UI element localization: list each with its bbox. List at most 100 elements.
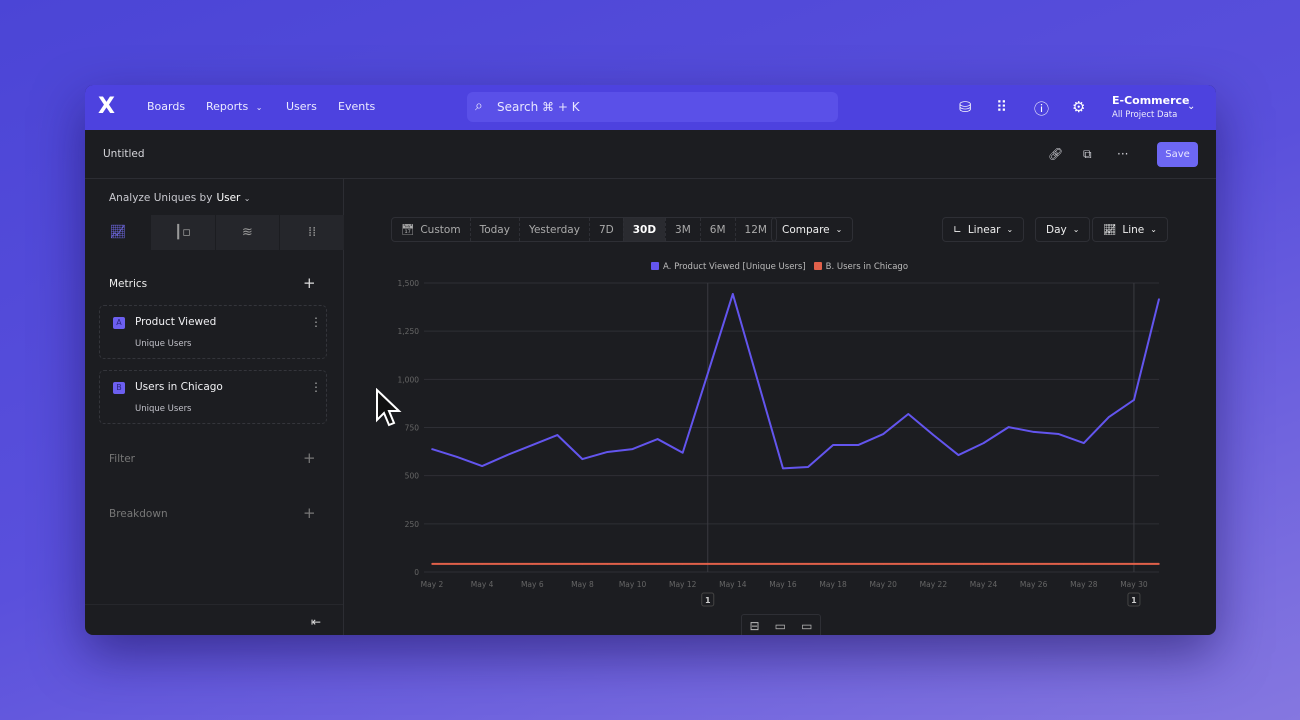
legend-label: A. Product Viewed [Unique Users] (663, 262, 806, 272)
layout-bottom-icon[interactable]: ▭ (801, 619, 813, 633)
data-point (606, 563, 609, 565)
mouse-cursor-icon (376, 388, 402, 427)
apps-grid-icon[interactable]: ⠿ (996, 98, 1007, 116)
scale-dropdown[interactable]: ∟ Linear ⌄ (942, 217, 1025, 242)
tab-retention-icon[interactable]: ⁞⁞ (279, 215, 344, 250)
range-7d[interactable]: 7D (588, 218, 623, 241)
data-point (857, 563, 859, 565)
data-point (1108, 416, 1110, 418)
nav-reports[interactable]: Reports ⌄ (206, 100, 262, 113)
data-point (1007, 426, 1010, 428)
data-point (957, 454, 960, 456)
add-metric-button[interactable]: + (303, 274, 316, 292)
x-tick-label: May 16 (769, 580, 797, 589)
series-line-a (431, 292, 1160, 470)
x-tick-label: May 22 (920, 580, 948, 589)
data-point (1158, 563, 1160, 565)
tab-funnels-icon[interactable]: ┃▫ (149, 215, 215, 250)
x-tick-label: May 26 (1020, 580, 1048, 589)
add-filter-button[interactable]: + (303, 449, 316, 467)
data-point (907, 413, 910, 415)
range-30d[interactable]: 30D (622, 218, 666, 241)
analyze-value: User (216, 192, 241, 204)
data-point (631, 448, 634, 450)
collapse-panel-icon[interactable]: ⇤ (311, 615, 322, 629)
layout-top-icon[interactable]: ▭ (774, 619, 787, 633)
chevron-down-icon[interactable]: ⌄ (1187, 101, 1196, 112)
x-tick-label: May 6 (521, 580, 544, 589)
annotation-label: 1 (1131, 596, 1137, 605)
data-point (907, 563, 910, 565)
chevron-down-icon: ⌄ (243, 194, 251, 203)
analyze-uniques[interactable]: Analyze Uniques by User ⌄ (109, 192, 250, 204)
range-today[interactable]: Today (469, 218, 519, 241)
range-12m[interactable]: 12M (734, 218, 776, 241)
logo[interactable]: X (98, 94, 115, 119)
data-point (581, 563, 584, 565)
range-yesterday[interactable]: Yesterday (518, 218, 589, 241)
report-title[interactable]: Untitled (103, 148, 145, 160)
chart-legend: A. Product Viewed [Unique Users] B. User… (651, 262, 908, 272)
data-point (732, 563, 734, 565)
data-point (556, 563, 559, 565)
data-point (1032, 563, 1035, 565)
chevron-down-icon: ⌄ (1150, 225, 1157, 234)
add-breakdown-button[interactable]: + (303, 504, 316, 522)
range-6m[interactable]: 6M (699, 218, 735, 241)
chart-type-label: Line (1122, 223, 1145, 236)
duplicate-icon[interactable]: ⧉ (1083, 147, 1092, 161)
database-settings-icon[interactable]: ⛁ (959, 98, 972, 116)
data-point (857, 444, 859, 446)
data-point (606, 451, 609, 453)
data-point (957, 563, 960, 565)
metrics-label: Metrics (109, 278, 148, 290)
compare-button[interactable]: Compare ⌄ (771, 217, 854, 242)
tab-insights-icon[interactable]: 📈︎ (85, 215, 150, 250)
interval-dropdown[interactable]: Day ⌄ (1035, 217, 1091, 242)
data-point (982, 563, 985, 565)
range-3m[interactable]: 3M (665, 218, 700, 241)
x-tick-label: May 12 (669, 580, 697, 589)
metric-name: Product Viewed (135, 316, 217, 328)
gear-icon[interactable]: ⚙ (1072, 98, 1086, 116)
data-point (431, 448, 433, 450)
calendar-icon: 📅︎ (401, 224, 415, 236)
x-tick-label: May 28 (1070, 580, 1098, 589)
annotation-marker (701, 592, 715, 607)
link-icon[interactable]: 🔗︎ (1048, 147, 1064, 161)
more-icon[interactable]: ··· (1117, 147, 1129, 161)
chart-type-dropdown[interactable]: 📈︎ Line ⌄ (1092, 217, 1168, 242)
save-button[interactable]: Save (1157, 142, 1198, 167)
custom-range-button[interactable]: 📅︎ Custom (392, 218, 470, 241)
chevron-down-icon: ⌄ (255, 103, 263, 112)
x-tick-label: May 20 (870, 580, 898, 589)
nav-events[interactable]: Events (338, 100, 376, 113)
project-selector[interactable]: E-Commerce All Project Data (1112, 94, 1190, 120)
legend-item-a[interactable]: A. Product Viewed [Unique Users] (651, 262, 806, 272)
kebab-icon[interactable]: ⋮ (310, 315, 322, 329)
y-tick-label: 1,250 (398, 327, 420, 336)
data-point (982, 442, 985, 444)
layout-split-icon[interactable]: ⊟ (749, 619, 760, 633)
nav-boards[interactable]: Boards (147, 100, 186, 113)
data-point (656, 563, 659, 565)
metric-measure[interactable]: Unique Users (135, 404, 192, 414)
breakdown-label: Breakdown (109, 508, 168, 520)
kebab-icon[interactable]: ⋮ (310, 380, 322, 394)
tab-flows-icon[interactable]: ≋ (214, 215, 280, 250)
data-point (1133, 563, 1135, 565)
data-point (1057, 563, 1060, 565)
data-point (757, 380, 759, 383)
chevron-down-icon: ⌄ (1006, 225, 1014, 234)
data-point (1082, 442, 1085, 444)
metric-measure[interactable]: Unique Users (135, 339, 192, 349)
search-input[interactable]: ⌕ Search ⌘ + K (467, 92, 838, 122)
help-icon[interactable]: ⓘ (1034, 100, 1050, 118)
axis-icon: ∟ (953, 223, 962, 236)
nav-users[interactable]: Users (286, 100, 317, 113)
legend-item-b[interactable]: B. Users in Chicago (813, 262, 908, 272)
metric-card[interactable]: A Product Viewed Unique Users ⋮ (99, 305, 327, 359)
data-point (932, 434, 935, 436)
metric-card[interactable]: B Users in Chicago Unique Users ⋮ (99, 370, 327, 424)
x-tick-label: May 18 (819, 580, 847, 589)
